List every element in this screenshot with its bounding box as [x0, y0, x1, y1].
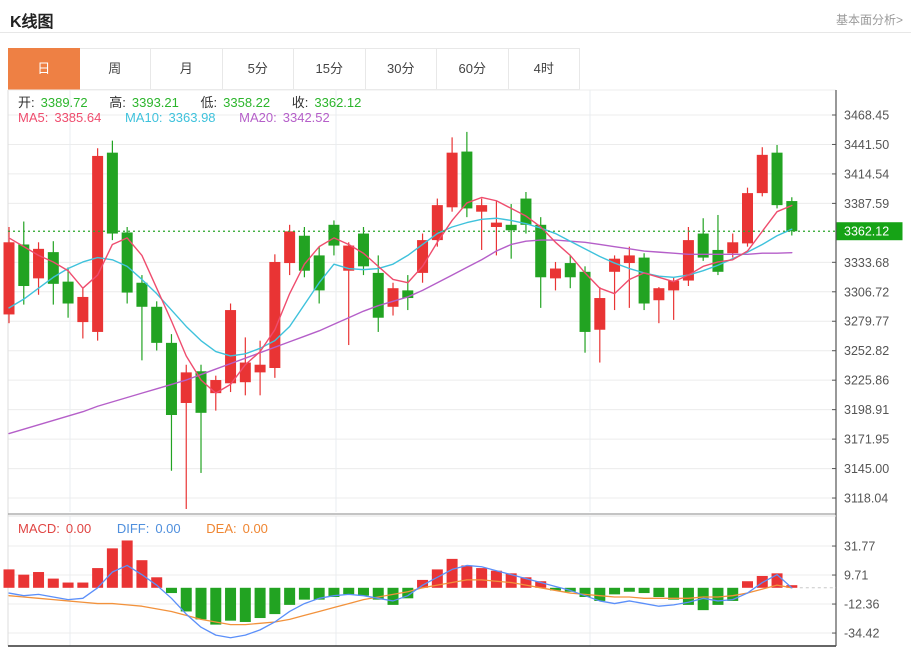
high-label: 高: — [109, 95, 126, 110]
dea-label: DEA: — [206, 521, 237, 536]
svg-text:3279.77: 3279.77 — [844, 315, 889, 329]
low-label: 低: — [200, 95, 218, 110]
tab-5min[interactable]: 5分 — [222, 48, 294, 90]
macd-label: MACD: — [18, 521, 60, 536]
macd-value: 0.00 — [65, 521, 92, 536]
svg-text:3362.12: 3362.12 — [844, 225, 889, 239]
ohlc-legend: 开: 3389.72 高: 3393.21 低: 3358.22 收: 3362.12 — [18, 92, 379, 111]
page-title: K线图 — [10, 14, 54, 31]
tab-60min[interactable]: 60分 — [437, 48, 509, 90]
ma10-value: 3363.98 — [168, 110, 216, 125]
diff-label: DIFF: — [116, 521, 150, 536]
svg-text:-34.42: -34.42 — [844, 627, 879, 641]
ma5-value: 3385.64 — [54, 110, 102, 125]
svg-text:3145.00: 3145.00 — [844, 462, 889, 476]
svg-text:3198.91: 3198.91 — [844, 403, 889, 417]
svg-text:3306.72: 3306.72 — [844, 285, 889, 299]
current-price-badge — [836, 222, 903, 241]
svg-text:3333.68: 3333.68 — [844, 256, 889, 270]
low-value: 3358.22 — [223, 95, 271, 110]
fundamental-analysis-link[interactable]: 基本面分析> — [835, 13, 903, 27]
dea-value: 0.00 — [242, 521, 268, 536]
tab-4hour[interactable]: 4时 — [508, 48, 580, 90]
header-divider — [0, 32, 911, 33]
tab-month[interactable]: 月 — [151, 48, 223, 90]
ma20-label: MA20: — [239, 110, 277, 125]
svg-text:3225.86: 3225.86 — [844, 374, 889, 388]
svg-text:3468.45: 3468.45 — [844, 109, 889, 123]
svg-text:3441.50: 3441.50 — [844, 138, 889, 152]
svg-text:9.71: 9.71 — [844, 569, 868, 583]
open-label: 开: — [18, 95, 35, 110]
open-value: 3389.72 — [40, 95, 88, 110]
ma10-label: MA10: — [124, 110, 163, 125]
tab-30min[interactable]: 30分 — [365, 48, 437, 90]
svg-text:31.77: 31.77 — [844, 540, 875, 554]
ma20-value: 3342.52 — [282, 110, 330, 125]
macd-legend: MACD: 0.00 DIFF: 0.00 DEA: 0.00 — [18, 521, 274, 536]
ma-legend: MA5: 3385.64 MA10: 3363.98 MA20: 3342.52 — [18, 110, 336, 125]
period-tabbar: 日 周 月 5分 15分 30分 60分 4时 — [8, 48, 580, 90]
svg-text:3252.82: 3252.82 — [844, 344, 889, 358]
svg-text:3387.59: 3387.59 — [844, 197, 889, 211]
close-label: 收: — [291, 95, 309, 110]
ma5-label: MA5: — [18, 110, 49, 125]
svg-text:-12.36: -12.36 — [844, 598, 879, 612]
diff-value: 0.00 — [155, 521, 181, 536]
close-value: 3362.12 — [314, 95, 362, 110]
tab-day[interactable]: 日 — [8, 48, 80, 90]
svg-text:3414.54: 3414.54 — [844, 167, 889, 181]
svg-text:3171.95: 3171.95 — [844, 433, 889, 447]
svg-text:3118.04: 3118.04 — [844, 492, 888, 506]
high-value: 3393.21 — [131, 95, 179, 110]
